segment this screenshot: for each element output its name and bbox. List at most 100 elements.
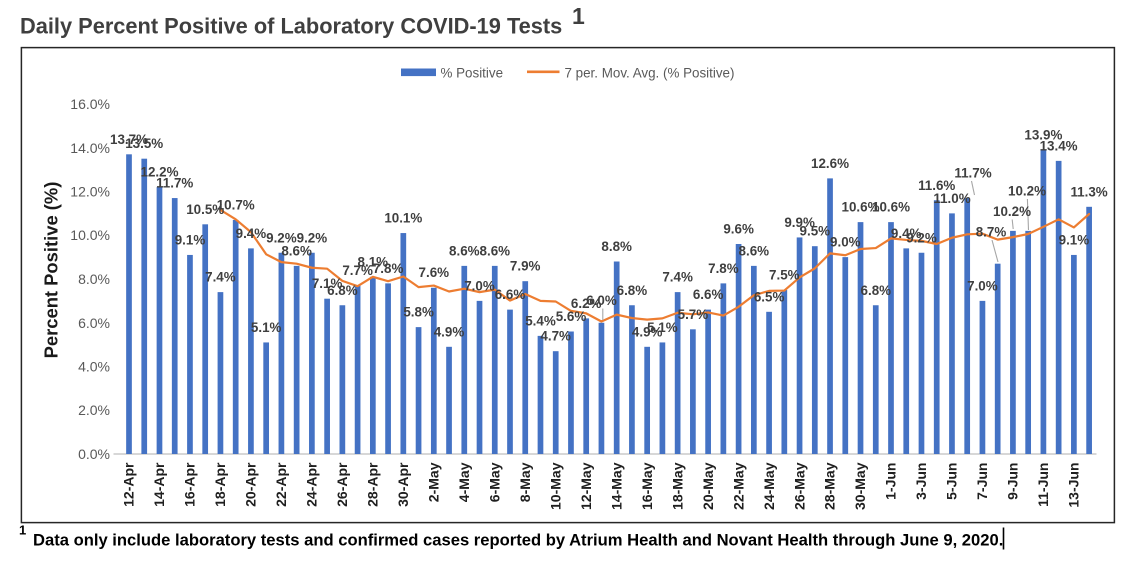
svg-text:8.1%: 8.1% <box>358 254 389 269</box>
svg-text:8.6%: 8.6% <box>480 243 511 258</box>
svg-text:9-Jun: 9-Jun <box>1005 463 1021 500</box>
svg-text:8.6%: 8.6% <box>281 243 312 258</box>
svg-text:5.8%: 5.8% <box>403 305 434 320</box>
svg-text:20-Apr: 20-Apr <box>243 462 259 507</box>
svg-text:12.6%: 12.6% <box>811 156 849 171</box>
svg-text:13.7%: 13.7% <box>110 132 148 147</box>
svg-text:16-Apr: 16-Apr <box>182 462 198 507</box>
svg-text:7.4%: 7.4% <box>662 270 693 285</box>
svg-text:2.0%: 2.0% <box>78 402 110 418</box>
svg-text:20-May: 20-May <box>700 462 716 510</box>
svg-text:9.2%: 9.2% <box>297 230 328 245</box>
svg-text:13.9%: 13.9% <box>1024 127 1062 142</box>
svg-text:4-May: 4-May <box>456 462 472 502</box>
svg-text:6.0%: 6.0% <box>586 293 617 308</box>
svg-text:8.6%: 8.6% <box>739 243 770 258</box>
svg-text:5.1%: 5.1% <box>647 320 678 335</box>
svg-text:13-Jun: 13-Jun <box>1066 463 1082 508</box>
svg-text:22-May: 22-May <box>730 462 746 510</box>
svg-text:24-Apr: 24-Apr <box>304 462 320 507</box>
svg-text:7.4%: 7.4% <box>205 270 236 285</box>
svg-text:18-Apr: 18-Apr <box>212 462 228 507</box>
svg-text:7.0%: 7.0% <box>464 278 495 293</box>
svg-text:9.2%: 9.2% <box>266 230 297 245</box>
svg-text:1: 1 <box>19 523 26 538</box>
svg-text:16.0%: 16.0% <box>70 96 110 112</box>
svg-text:5.6%: 5.6% <box>556 309 587 324</box>
svg-text:7.5%: 7.5% <box>769 267 800 282</box>
svg-text:12-May: 12-May <box>578 462 594 510</box>
svg-text:7.1%: 7.1% <box>312 276 343 291</box>
svg-text:5.4%: 5.4% <box>525 313 556 328</box>
svg-text:% Positive: % Positive <box>441 66 504 81</box>
svg-text:30-Apr: 30-Apr <box>395 462 411 507</box>
svg-text:5.1%: 5.1% <box>251 320 282 335</box>
svg-text:11.7%: 11.7% <box>954 166 991 181</box>
svg-text:14-May: 14-May <box>608 462 624 510</box>
svg-text:10-May: 10-May <box>547 462 563 510</box>
svg-text:28-May: 28-May <box>822 462 838 510</box>
svg-text:11.7%: 11.7% <box>156 176 193 191</box>
svg-text:10.0%: 10.0% <box>70 227 110 243</box>
svg-text:2-May: 2-May <box>426 462 442 502</box>
svg-text:12.2%: 12.2% <box>141 165 179 180</box>
svg-text:14-Apr: 14-Apr <box>151 462 167 507</box>
svg-text:10.5%: 10.5% <box>186 202 224 217</box>
svg-text:10.7%: 10.7% <box>217 197 255 212</box>
svg-text:4.0%: 4.0% <box>78 359 110 375</box>
svg-text:9.9%: 9.9% <box>784 215 815 230</box>
svg-text:11-Jun: 11-Jun <box>1035 463 1051 507</box>
svg-text:8.6%: 8.6% <box>449 243 480 258</box>
svg-text:7.6%: 7.6% <box>419 265 450 280</box>
svg-text:1-Jun: 1-Jun <box>883 463 899 500</box>
svg-text:7.7%: 7.7% <box>342 263 373 278</box>
svg-text:22-Apr: 22-Apr <box>273 462 289 507</box>
svg-text:4.7%: 4.7% <box>540 329 571 344</box>
svg-text:8-May: 8-May <box>517 462 533 502</box>
svg-text:4.9%: 4.9% <box>434 324 465 339</box>
svg-text:9.4%: 9.4% <box>891 226 922 241</box>
svg-text:8.8%: 8.8% <box>601 239 632 254</box>
svg-text:10.6%: 10.6% <box>872 200 910 215</box>
svg-text:24-May: 24-May <box>761 462 777 510</box>
svg-text:5-Jun: 5-Jun <box>944 463 960 500</box>
svg-text:7 per. Mov. Avg. (% Positive): 7 per. Mov. Avg. (% Positive) <box>565 66 735 81</box>
svg-text:10.1%: 10.1% <box>384 211 422 226</box>
svg-text:12.0%: 12.0% <box>70 184 110 200</box>
svg-text:6.8%: 6.8% <box>327 283 358 298</box>
svg-text:8.7%: 8.7% <box>976 225 1007 240</box>
svg-text:26-Apr: 26-Apr <box>334 462 350 507</box>
svg-text:1: 1 <box>572 3 585 29</box>
svg-text:3-Jun: 3-Jun <box>913 463 929 500</box>
svg-text:26-May: 26-May <box>791 462 807 510</box>
svg-text:9.1%: 9.1% <box>175 232 206 247</box>
svg-text:11.0%: 11.0% <box>933 191 970 206</box>
svg-text:13.5%: 13.5% <box>125 136 163 151</box>
svg-text:9.4%: 9.4% <box>236 226 267 241</box>
svg-text:10.2%: 10.2% <box>1008 184 1046 199</box>
svg-text:6.8%: 6.8% <box>861 283 892 298</box>
svg-text:7-Jun: 7-Jun <box>974 463 990 500</box>
svg-text:6.2%: 6.2% <box>571 296 602 311</box>
svg-text:Data only include laboratory t: Data only include laboratory tests and c… <box>33 530 1003 549</box>
svg-text:13.4%: 13.4% <box>1040 138 1078 153</box>
svg-text:10.6%: 10.6% <box>842 200 880 215</box>
svg-text:6.8%: 6.8% <box>617 283 648 298</box>
svg-text:11.3%: 11.3% <box>1070 184 1107 199</box>
svg-text:0.0%: 0.0% <box>78 446 110 462</box>
svg-text:9.0%: 9.0% <box>830 235 861 250</box>
svg-text:4.9%: 4.9% <box>632 324 663 339</box>
svg-text:11.6%: 11.6% <box>918 178 955 193</box>
svg-text:28-Apr: 28-Apr <box>365 462 381 507</box>
svg-text:16-May: 16-May <box>639 462 655 510</box>
svg-text:18-May: 18-May <box>669 462 685 510</box>
svg-text:5.7%: 5.7% <box>678 307 709 322</box>
svg-text:9.2%: 9.2% <box>906 230 937 245</box>
svg-text:7.9%: 7.9% <box>510 259 541 274</box>
svg-text:6.0%: 6.0% <box>78 315 110 331</box>
svg-text:9.6%: 9.6% <box>723 222 754 237</box>
svg-text:Daily Percent Positive of Labo: Daily Percent Positive of Laboratory COV… <box>20 14 562 39</box>
svg-text:6-May: 6-May <box>487 462 503 502</box>
svg-text:7.8%: 7.8% <box>373 261 404 276</box>
svg-text:7.0%: 7.0% <box>967 278 998 293</box>
